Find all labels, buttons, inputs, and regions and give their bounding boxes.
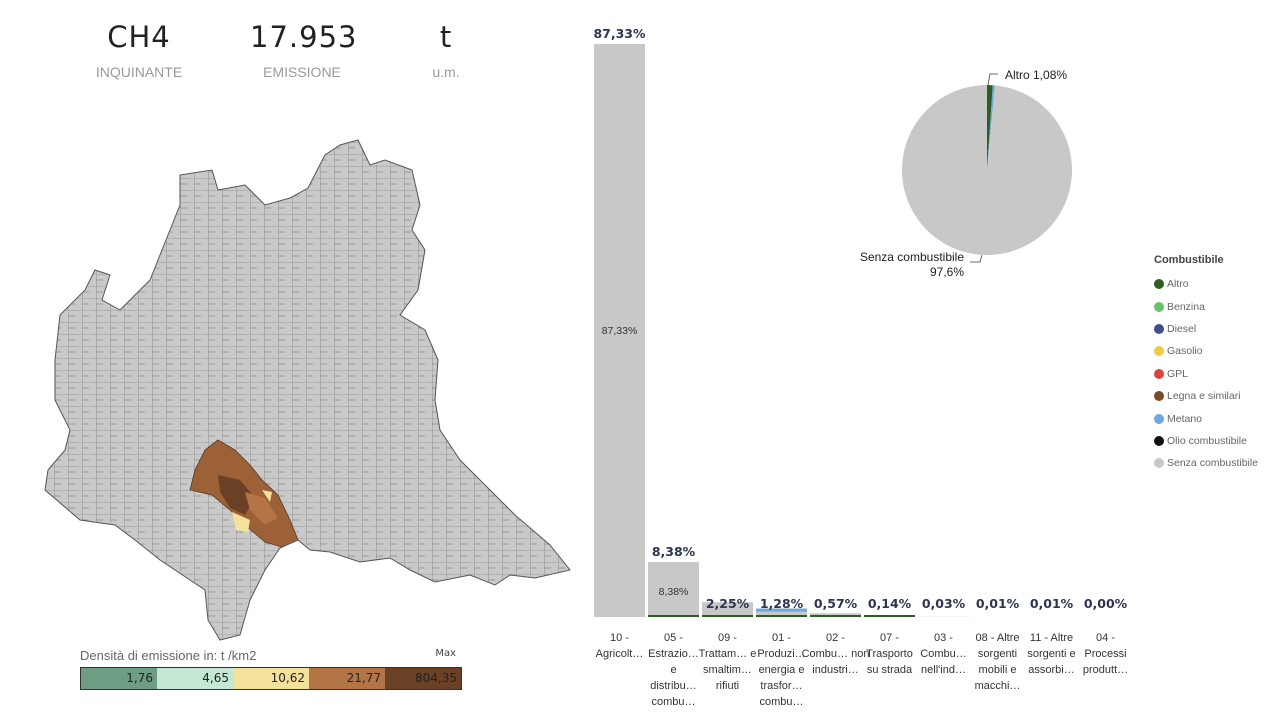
fuel-legend-title: Combustibile bbox=[1154, 254, 1224, 266]
kpi-emission-value: 17.953 bbox=[250, 20, 358, 54]
fuel-legend-label: Altro bbox=[1167, 278, 1189, 291]
bar-2[interactable] bbox=[702, 602, 753, 617]
bar-category-label-1: 05 -Estrazio… e distribu… combu… bbox=[648, 632, 699, 708]
legend-dot-icon bbox=[1154, 346, 1164, 357]
pie-label-senza: Senza combustibile bbox=[860, 250, 964, 264]
bar-category-label-4: 02 -Combu… non industri… bbox=[802, 632, 870, 676]
bar-category-label-2: 09 -Trattam… e smaltim… rifiuti bbox=[699, 632, 757, 692]
bar-category-label-8: 11 - Altre sorgenti e assorbi… bbox=[1027, 632, 1075, 676]
density-legend-title: Densità di emissione in: t /km2 bbox=[80, 648, 257, 663]
bar-4-fuel-segment bbox=[810, 615, 861, 617]
fuel-legend-label: GPL bbox=[1167, 367, 1189, 380]
fuel-legend-label: Olio combustibile bbox=[1167, 434, 1247, 447]
legend-dot-icon bbox=[1154, 391, 1164, 402]
bar-chart: 87,33% 87,33% 10 -Agricolt… 8,38% 8,38% 05 -E… bbox=[593, 26, 1128, 708]
pie-leader-altro bbox=[987, 73, 998, 86]
bar-category-label-3: 01 -Produzi… energia e trasfor… combu… bbox=[757, 632, 805, 708]
density-class-0: 1,76 bbox=[81, 668, 157, 689]
bar-data-label-9: 0,00% bbox=[1084, 596, 1128, 611]
kpi-emission: 17.953 EMISSIONE bbox=[250, 20, 358, 80]
bar-data-label-2: 2,25% bbox=[706, 596, 750, 611]
fuel-legend-label: Benzina bbox=[1167, 300, 1205, 313]
bar-data-label-3: 1,28% bbox=[760, 596, 804, 611]
fuel-legend: Combustibile Altro Benzina Diesel Gasolio GP… bbox=[1154, 254, 1258, 475]
bar-category-label-0: 10 -Agricolt… bbox=[596, 632, 644, 660]
fuel-legend-item-3[interactable]: Gasolio bbox=[1154, 340, 1258, 362]
pie-label-senza-value: 97,6% bbox=[930, 265, 964, 279]
choropleth-map[interactable] bbox=[40, 130, 580, 645]
density-legend-bar: 1,76 4,65 10,62 21,77 804,35 bbox=[80, 667, 462, 690]
fuel-legend-item-4[interactable]: GPL bbox=[1154, 363, 1258, 385]
bar-data-label-5: 0,14% bbox=[868, 596, 912, 611]
legend-dot-icon bbox=[1154, 301, 1164, 312]
density-class-2: 10,62 bbox=[233, 668, 309, 689]
density-class-1: 4,65 bbox=[157, 668, 233, 689]
fuel-legend-item-7[interactable]: Olio combustibile bbox=[1154, 430, 1258, 452]
legend-dot-icon bbox=[1154, 323, 1164, 334]
fuel-legend-label: Diesel bbox=[1167, 322, 1197, 335]
bar-3-metano-segment bbox=[756, 608, 807, 612]
fuel-legend-item-8[interactable]: Senza combustibile bbox=[1154, 452, 1258, 474]
fuel-legend-label: Gasolio bbox=[1167, 345, 1203, 358]
bar-data-label-8: 0,01% bbox=[1030, 596, 1074, 611]
bar-inner-label-1: 8,38% bbox=[659, 586, 689, 598]
kpi-pollutant: CH4 INQUINANTE bbox=[86, 20, 192, 80]
legend-dot-icon bbox=[1154, 368, 1164, 379]
bar-2-fuel-segment bbox=[702, 615, 753, 617]
fuel-legend-item-6[interactable]: Metano bbox=[1154, 407, 1258, 429]
legend-dot-icon bbox=[1154, 435, 1164, 446]
bar-category-label-7: 08 - Altre sorgenti mobili e macchi… bbox=[975, 632, 1021, 692]
pie-slice-1[interactable] bbox=[987, 85, 995, 170]
fuel-legend-label: Legna e similari bbox=[1167, 390, 1241, 403]
pie-label-altro: Altro 1,08% bbox=[1005, 68, 1067, 82]
density-legend: Densità di emissione in: t /km2 Max 1,76… bbox=[80, 648, 462, 690]
kpi-pollutant-label: INQUINANTE bbox=[95, 64, 183, 80]
fuel-legend-label: Metano bbox=[1167, 412, 1203, 425]
kpi-emission-label: EMISSIONE bbox=[263, 64, 341, 80]
pie-slice-0[interactable] bbox=[987, 85, 993, 170]
bar-category-label-9: 04 -Processi produtt… bbox=[1083, 632, 1128, 676]
bar-data-label-4: 0,57% bbox=[814, 596, 858, 611]
bar-data-label-1: 8,38% bbox=[652, 544, 696, 559]
fuel-legend-label: Senza combustibile bbox=[1167, 457, 1259, 470]
pie-slice-2[interactable] bbox=[902, 85, 1072, 256]
bar-inner-label-0: 87,33% bbox=[602, 325, 638, 337]
bar-1-fuel-segment bbox=[648, 615, 699, 617]
fuel-legend-item-1[interactable]: Benzina bbox=[1154, 295, 1258, 317]
density-legend-max: Max bbox=[435, 648, 456, 659]
fuel-legend-item-2[interactable]: Diesel bbox=[1154, 318, 1258, 340]
kpi-unit-label: u.m. bbox=[432, 64, 460, 80]
density-class-3: 21,77 bbox=[309, 668, 385, 689]
legend-dot-icon bbox=[1154, 458, 1164, 469]
bar-data-label-0: 87,33% bbox=[593, 26, 646, 41]
pie-leader-senza bbox=[970, 254, 983, 263]
legend-dot-icon bbox=[1154, 279, 1164, 290]
bar-category-label-5: 07 -Trasporto su strada bbox=[866, 632, 913, 676]
bar-5-fuel-segment bbox=[864, 615, 915, 617]
bar-data-label-6: 0,03% bbox=[922, 596, 966, 611]
kpi-unit-value: t bbox=[439, 20, 453, 54]
bar-data-label-7: 0,01% bbox=[976, 596, 1020, 611]
kpi-unit: t u.m. bbox=[420, 20, 472, 80]
bar-3-fuel-segment bbox=[756, 615, 807, 617]
kpi-pollutant-value: CH4 bbox=[107, 20, 171, 54]
bar-3[interactable] bbox=[756, 608, 807, 617]
legend-dot-icon bbox=[1154, 413, 1164, 424]
density-class-4: 804,35 bbox=[385, 668, 461, 689]
bar-category-label-6: 03 -Combu… nell'ind… bbox=[920, 632, 966, 676]
bar-1[interactable] bbox=[648, 562, 699, 617]
fuel-legend-item-0[interactable]: Altro bbox=[1154, 273, 1258, 295]
bar-0[interactable] bbox=[594, 44, 645, 617]
fuel-legend-item-5[interactable]: Legna e similari bbox=[1154, 385, 1258, 407]
